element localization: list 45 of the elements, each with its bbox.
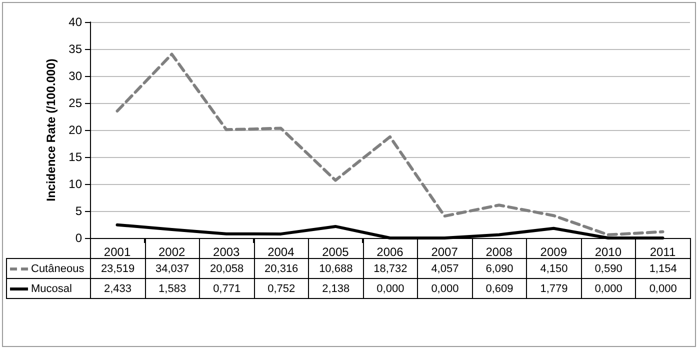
data-label: 1,154 bbox=[636, 258, 690, 278]
data-label: 1,583 bbox=[145, 278, 200, 298]
data-label: 10,688 bbox=[308, 258, 364, 278]
x-tick-label: 2004 bbox=[268, 245, 295, 259]
data-label: 2,433 bbox=[90, 278, 146, 298]
y-tick-label: 20 bbox=[68, 123, 82, 137]
data-label: 0,000 bbox=[363, 278, 418, 298]
x-tick-label: 2007 bbox=[431, 245, 458, 259]
data-label: 0,609 bbox=[472, 278, 527, 298]
data-label: 23,519 bbox=[90, 258, 146, 278]
y-tick-label: 35 bbox=[68, 42, 82, 56]
data-label: 18,732 bbox=[363, 258, 418, 278]
y-tick-label: 40 bbox=[68, 15, 82, 29]
x-tick-label: 2003 bbox=[213, 245, 240, 259]
data-label: 4,150 bbox=[526, 258, 582, 278]
data-label: 34,037 bbox=[145, 258, 200, 278]
x-tick-label: 2011 bbox=[650, 245, 676, 259]
y-tick-label: 5 bbox=[75, 204, 82, 218]
data-label: 0,590 bbox=[581, 258, 636, 278]
data-label: 0,000 bbox=[418, 278, 472, 298]
x-tick-label: 2006 bbox=[376, 245, 404, 259]
x-tick-label: 2010 bbox=[594, 245, 622, 259]
data-label: 0,771 bbox=[200, 278, 254, 298]
x-tick-label: 2001 bbox=[104, 245, 131, 259]
y-tick-label: 15 bbox=[68, 150, 82, 164]
x-tick-label: 2005 bbox=[322, 245, 350, 259]
data-label: 20,058 bbox=[200, 258, 254, 278]
y-tick-label: 0 bbox=[75, 231, 82, 245]
x-tick-label: 2002 bbox=[158, 245, 186, 259]
data-label: 4,057 bbox=[418, 258, 472, 278]
y-axis-title: Incidence Rate (/100.000) bbox=[44, 58, 58, 202]
data-label: 0,752 bbox=[254, 278, 309, 298]
y-tick-label: 30 bbox=[68, 69, 82, 83]
data-label: 6,090 bbox=[472, 258, 527, 278]
legend-label: Mucosal bbox=[31, 282, 72, 294]
data-label: 1,779 bbox=[526, 278, 582, 298]
legend-label: Cutâneous bbox=[31, 262, 84, 274]
data-label: 2,138 bbox=[308, 278, 364, 298]
x-tick-label: 2009 bbox=[540, 245, 568, 259]
x-tick-label: 2008 bbox=[486, 245, 513, 259]
data-label: 20,316 bbox=[254, 258, 309, 278]
y-tick-label: 25 bbox=[68, 96, 82, 110]
y-tick-label: 10 bbox=[68, 177, 82, 191]
data-label: 0,000 bbox=[636, 278, 690, 298]
data-label: 0,000 bbox=[581, 278, 636, 298]
